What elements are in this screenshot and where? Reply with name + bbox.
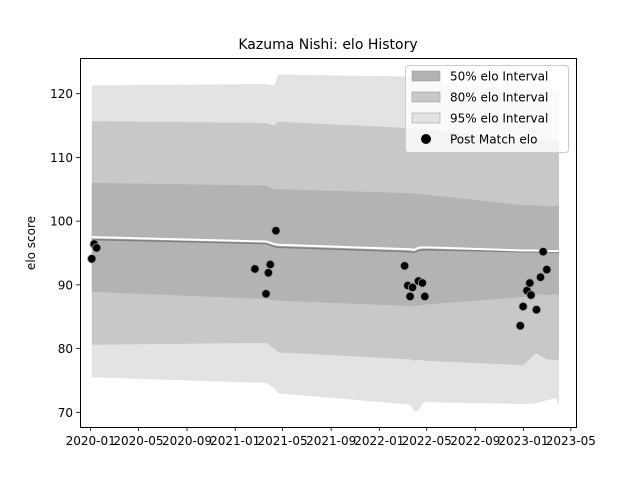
y-axis-label: elo score bbox=[24, 216, 38, 270]
x-tick-label: 2020-09 bbox=[162, 434, 212, 448]
y-tick-label: 80 bbox=[58, 342, 73, 356]
post-match-point bbox=[518, 301, 528, 312]
post-match-point bbox=[261, 289, 271, 299]
post-match-points bbox=[87, 226, 552, 331]
band-50 bbox=[91, 182, 560, 307]
y-tick-label: 110 bbox=[50, 151, 73, 165]
post-match-point bbox=[420, 291, 430, 301]
legend-label: Post Match elo bbox=[450, 133, 537, 147]
y-tick-label: 100 bbox=[50, 215, 73, 229]
legend-box bbox=[405, 65, 569, 153]
post-match-point bbox=[263, 268, 273, 278]
post-match-point bbox=[271, 226, 281, 236]
x-tick-label: 2023-05 bbox=[546, 434, 596, 448]
x-tick-label: 2021-09 bbox=[306, 434, 356, 448]
post-match-point bbox=[525, 278, 535, 288]
y-tick-label: 70 bbox=[58, 406, 73, 420]
post-match-point bbox=[405, 291, 415, 301]
post-match-point bbox=[87, 254, 97, 264]
plot-area-frame bbox=[80, 58, 577, 428]
x-tick-label: 2021-01 bbox=[210, 434, 260, 448]
post-match-point bbox=[265, 259, 275, 270]
legend-label: 80% elo Interval bbox=[450, 91, 548, 105]
post-match-point bbox=[399, 261, 410, 271]
x-tick-label: 2022-09 bbox=[450, 434, 500, 448]
x-tick-label: 2023-01 bbox=[498, 434, 548, 448]
y-axis-ticks: 70 80 90 100 110 120 bbox=[50, 87, 80, 420]
post-match-point bbox=[535, 272, 546, 282]
legend-swatch bbox=[411, 91, 441, 103]
post-match-point bbox=[531, 305, 542, 315]
x-tick-label: 2022-01 bbox=[354, 434, 404, 448]
x-tick-label: 2020-05 bbox=[113, 434, 163, 448]
legend-swatch bbox=[411, 112, 441, 124]
legend-label: 50% elo Interval bbox=[450, 70, 548, 84]
legend-label: 95% elo Interval bbox=[450, 112, 548, 126]
y-tick-label: 90 bbox=[58, 278, 73, 292]
x-axis-ticks: 2020-012020-052020-092021-012021-052021-… bbox=[66, 427, 596, 448]
post-match-point bbox=[92, 243, 102, 253]
post-match-point bbox=[515, 321, 525, 331]
post-match-point bbox=[538, 247, 548, 257]
post-match-point bbox=[250, 264, 260, 274]
chart-title: Kazuma Nishi: elo History bbox=[238, 37, 417, 53]
post-match-point bbox=[526, 290, 536, 300]
post-match-point bbox=[407, 282, 418, 292]
post-match-point bbox=[417, 278, 427, 288]
x-tick-label: 2022-05 bbox=[402, 434, 452, 448]
x-tick-label: 2021-05 bbox=[258, 434, 308, 448]
legend: 50% elo Interval 80% elo Interval 95% elo … bbox=[405, 65, 569, 153]
legend-swatch bbox=[411, 70, 441, 82]
x-tick-label: 2020-01 bbox=[66, 434, 116, 448]
legend-marker bbox=[421, 134, 431, 144]
post-match-point bbox=[542, 264, 552, 275]
y-tick-label: 120 bbox=[50, 87, 73, 101]
interval-bands bbox=[91, 74, 560, 412]
